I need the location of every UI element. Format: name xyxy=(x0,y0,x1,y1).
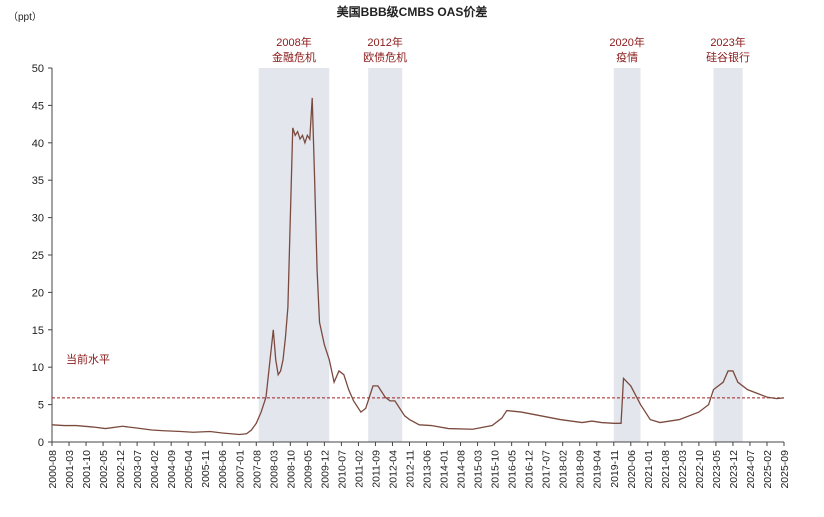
x-tick-label: 2012-04 xyxy=(387,450,399,489)
region-label: 硅谷银行 xyxy=(706,50,750,64)
data-line xyxy=(51,97,785,436)
y-tick-label: 10 xyxy=(32,362,44,374)
x-tick-label: 2009-05 xyxy=(302,450,314,489)
x-tick-label: 2025-02 xyxy=(762,450,774,489)
reference-label: 当前水平 xyxy=(66,352,110,366)
y-tick-label: 35 xyxy=(32,175,44,187)
x-tick-label: 2004-09 xyxy=(166,450,178,489)
x-tick-label: 2025-09 xyxy=(779,450,791,489)
shaded-region xyxy=(368,68,403,442)
region-label: 2020年 xyxy=(609,35,644,49)
y-tick-label: 45 xyxy=(32,100,44,112)
x-tick-label: 2020-06 xyxy=(626,450,638,489)
x-tick-label: 2004-02 xyxy=(149,450,161,489)
x-tick-label: 2018-09 xyxy=(575,450,587,489)
x-tick-label: 2011-09 xyxy=(370,450,382,488)
x-tick-label: 2024-07 xyxy=(745,450,757,489)
x-tick-label: 2019-04 xyxy=(592,450,604,489)
x-tick-label: 2002-12 xyxy=(115,450,127,489)
region-label: 2012年 xyxy=(367,35,402,49)
x-tick-label: 2013-06 xyxy=(422,450,434,489)
x-tick-label: 2022-10 xyxy=(694,450,706,489)
y-tick-label: 15 xyxy=(32,325,44,337)
x-tick-label: 2022-03 xyxy=(677,450,689,489)
x-tick-label: 2021-01 xyxy=(643,450,655,489)
x-tick-label: 2012-11 xyxy=(404,450,416,488)
y-axis-label: （ppt） xyxy=(8,11,42,23)
x-tick-label: 2017-07 xyxy=(541,450,553,489)
x-tick-label: 2023-12 xyxy=(728,450,740,489)
y-tick-label: 5 xyxy=(38,400,44,412)
x-tick-label: 2018-02 xyxy=(558,450,570,489)
chart-title: 美国BBB级CMBS OAS价差 xyxy=(337,4,488,19)
x-tick-label: 2016-05 xyxy=(507,450,519,489)
y-tick-label: 20 xyxy=(32,287,44,299)
region-label: 金融危机 xyxy=(272,50,316,64)
x-tick-label: 2003-07 xyxy=(132,450,144,489)
y-tick-label: 50 xyxy=(32,63,44,75)
region-label: 欧债危机 xyxy=(363,50,407,64)
x-tick-label: 2005-11 xyxy=(200,450,212,488)
shaded-region xyxy=(713,68,743,442)
x-tick-label: 2011-02 xyxy=(353,450,365,488)
y-tick-label: 30 xyxy=(32,213,44,225)
y-tick-label: 0 xyxy=(38,437,44,449)
x-tick-label: 2021-08 xyxy=(660,450,672,489)
x-tick-label: 2016-12 xyxy=(524,450,536,489)
x-tick-label: 2000-08 xyxy=(47,450,59,489)
x-tick-label: 2001-03 xyxy=(64,450,76,489)
x-tick-label: 2008-03 xyxy=(268,450,280,489)
x-tick-label: 2008-10 xyxy=(285,450,297,489)
x-tick-label: 2001-10 xyxy=(81,450,93,489)
x-tick-label: 2009-12 xyxy=(319,450,331,489)
x-tick-label: 2014-01 xyxy=(439,450,451,489)
x-tick-label: 2015-10 xyxy=(490,450,502,489)
region-label: 2023年 xyxy=(710,35,745,49)
region-label: 疫情 xyxy=(616,50,638,64)
x-tick-label: 2015-03 xyxy=(473,450,485,489)
shaded-region xyxy=(613,68,641,442)
shaded-region xyxy=(258,68,330,442)
x-tick-label: 2007-08 xyxy=(251,450,263,489)
y-tick-label: 25 xyxy=(32,250,44,262)
x-tick-label: 2002-05 xyxy=(98,450,110,489)
x-tick-label: 2014-08 xyxy=(456,450,468,489)
y-tick-label: 40 xyxy=(32,138,44,150)
x-tick-label: 2005-04 xyxy=(183,450,195,489)
region-label: 2008年 xyxy=(276,35,311,49)
x-tick-label: 2019-11 xyxy=(609,450,621,488)
x-tick-label: 2006-06 xyxy=(217,450,229,489)
x-tick-label: 2023-05 xyxy=(711,450,723,489)
x-tick-label: 2010-07 xyxy=(336,450,348,489)
x-tick-label: 2007-01 xyxy=(234,450,246,489)
